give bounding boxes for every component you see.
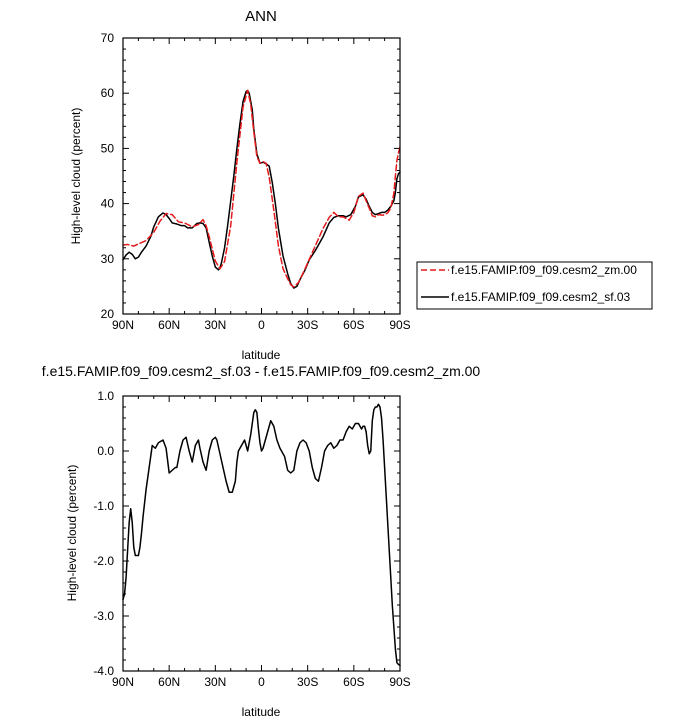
top-y-axis-label: High-level cloud (percent) [69, 108, 83, 245]
legend-label-sf: f.e15.FAMIP.f09_f09.cesm2_sf.03 [451, 290, 631, 304]
x-tick-label: 90S [389, 318, 410, 332]
y-tick-label: 40 [101, 197, 115, 211]
bottom-series-layer [122, 403, 401, 667]
x-tick-label: 90N [112, 318, 134, 332]
x-tick-label: 0 [258, 675, 265, 689]
y-tick-label: -1.0 [93, 499, 114, 513]
top-title: ANN [245, 8, 277, 25]
top-series-layer [122, 89, 401, 289]
x-tick-label: 90N [112, 675, 134, 689]
y-tick-label: 30 [101, 252, 115, 266]
y-tick-label: 50 [101, 141, 115, 155]
bottom-plot-frame [122, 395, 401, 672]
y-tick-label: 70 [101, 31, 115, 45]
x-tick-label: 60S [343, 318, 364, 332]
series-line [122, 89, 401, 288]
top-gridless-ticks: 90N 60N 30N 0 30S 60S 90S 20 30 40 50 60 70 [101, 31, 411, 332]
x-tick-label: 30S [297, 318, 318, 332]
y-tick-label: -4.0 [93, 664, 114, 678]
x-tick-label: 0 [258, 318, 265, 332]
x-tick-label: 60S [343, 675, 364, 689]
x-tick-label: 60N [158, 318, 180, 332]
bottom-panel: f.e15.FAMIP.f09_f09.cesm2_sf.03 - f.e15.… [42, 363, 481, 719]
y-tick-label: 20 [101, 307, 115, 321]
legend: f.e15.FAMIP.f09_f09.cesm2_zm.00 f.e15.FA… [416, 261, 653, 310]
bottom-y-axis-label: High-level cloud (percent) [65, 465, 79, 602]
x-tick-label: 60N [158, 675, 180, 689]
y-tick-label: 0.0 [97, 444, 114, 458]
legend-box [416, 261, 653, 310]
series-line [122, 403, 401, 667]
x-tick-label: 30N [204, 675, 226, 689]
x-tick-label: 30N [204, 318, 226, 332]
bottom-x-axis-label: latitude [242, 705, 281, 719]
top-panel: ANN High-level cloud (percent) latitude … [69, 8, 411, 362]
x-tick-label: 90S [389, 675, 410, 689]
y-tick-label: -3.0 [93, 609, 114, 623]
x-tick-label: 30S [297, 675, 318, 689]
top-x-axis-label: latitude [242, 348, 281, 362]
y-tick-label: 1.0 [97, 389, 114, 403]
y-tick-label: -2.0 [93, 554, 114, 568]
top-plot-frame [122, 37, 401, 315]
y-tick-label: 60 [101, 86, 115, 100]
bottom-title: f.e15.FAMIP.f09_f09.cesm2_sf.03 - f.e15.… [42, 363, 481, 379]
series-line [122, 89, 401, 289]
legend-label-zm: f.e15.FAMIP.f09_f09.cesm2_zm.00 [451, 263, 637, 277]
